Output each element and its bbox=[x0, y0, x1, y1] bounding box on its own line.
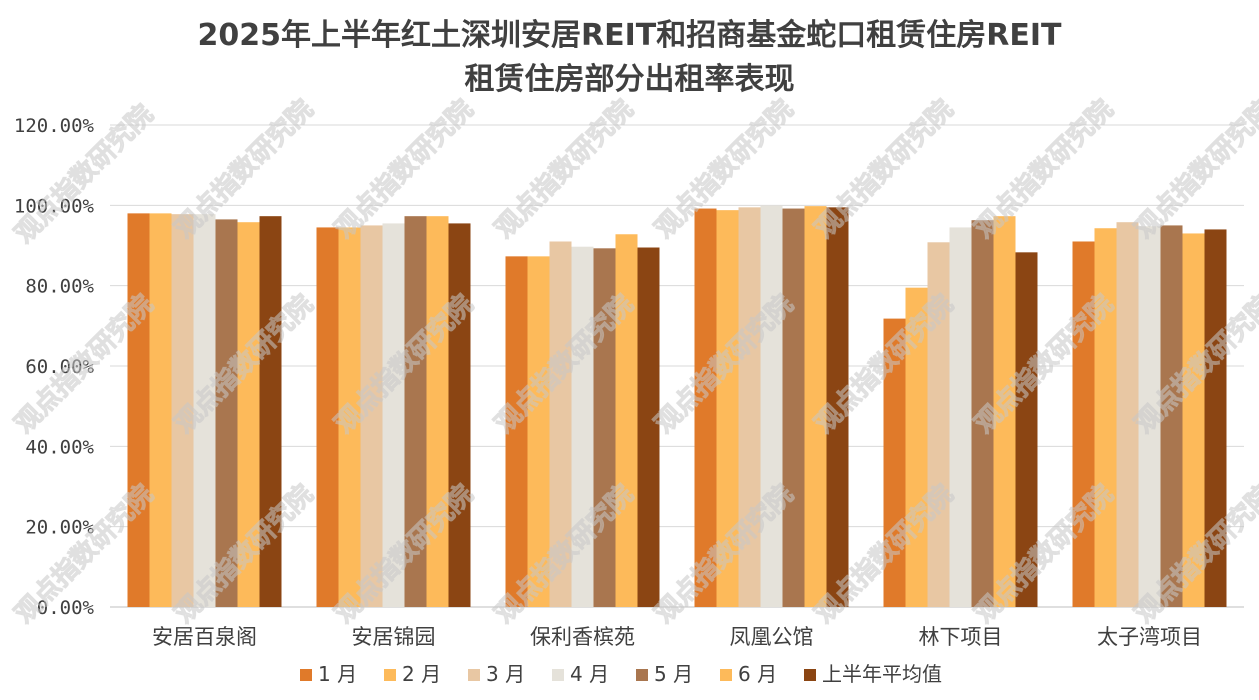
watermark-text: 观点指数研究院 bbox=[329, 94, 480, 245]
legend-label: 6 月 bbox=[738, 662, 777, 686]
y-tick-label: 0.00% bbox=[37, 597, 95, 619]
x-axis-categories: 安居百泉阁 安居锦园 保利香槟苑 凤凰公馆 林下项目 太子湾项目 bbox=[152, 625, 1202, 649]
bar bbox=[193, 214, 216, 608]
bar bbox=[149, 213, 172, 607]
legend-label: 上半年平均值 bbox=[822, 662, 942, 686]
bar bbox=[1160, 225, 1183, 607]
bar bbox=[505, 256, 528, 607]
bar bbox=[1182, 233, 1205, 607]
bar bbox=[171, 214, 194, 608]
bar bbox=[760, 205, 783, 608]
legend-label: 5 月 bbox=[654, 662, 693, 686]
bar bbox=[905, 287, 928, 607]
legend-swatch bbox=[636, 669, 648, 681]
watermark-text: 观点指数研究院 bbox=[489, 94, 640, 245]
bar bbox=[1072, 241, 1095, 607]
legend: 1 月 2 月 3 月 4 月 5 月 6 月 上半年平均值 bbox=[300, 662, 942, 686]
bar bbox=[637, 247, 660, 607]
gridlines bbox=[110, 124, 1244, 608]
legend-swatch bbox=[384, 669, 396, 681]
x-category-label: 林下项目 bbox=[919, 625, 1003, 649]
bar bbox=[1138, 226, 1161, 607]
bar bbox=[615, 234, 638, 607]
bar bbox=[527, 256, 550, 607]
bar bbox=[971, 220, 994, 607]
bar bbox=[694, 208, 717, 607]
bar bbox=[382, 223, 405, 608]
legend-swatch bbox=[804, 669, 816, 681]
y-tick-label: 120.00% bbox=[14, 115, 95, 137]
bar bbox=[404, 216, 427, 607]
bar bbox=[804, 206, 827, 608]
x-category-label: 安居百泉阁 bbox=[152, 625, 257, 649]
bars bbox=[127, 205, 1227, 608]
bar bbox=[571, 246, 594, 607]
legend-swatch bbox=[468, 669, 480, 681]
watermark-text: 观点指数研究院 bbox=[969, 94, 1120, 245]
bar bbox=[259, 216, 282, 607]
bar bbox=[716, 210, 739, 608]
y-tick-label: 40.00% bbox=[25, 436, 94, 458]
bar bbox=[949, 227, 972, 608]
x-category-label: 凤凰公馆 bbox=[730, 625, 814, 649]
y-axis-ticks: 0.00% 20.00% 40.00% 60.00% 80.00% 100.00% 120.… bbox=[14, 115, 95, 619]
bar bbox=[338, 227, 361, 608]
bar bbox=[1116, 222, 1139, 607]
chart-title-line2: 租赁住房部分出租率表现 bbox=[464, 62, 795, 97]
legend-swatch bbox=[300, 669, 312, 681]
bar bbox=[316, 227, 339, 608]
x-category-label: 安居锦园 bbox=[352, 625, 436, 649]
watermark-text: 观点指数研究院 bbox=[809, 94, 960, 245]
bar bbox=[738, 207, 761, 607]
legend-label: 1 月 bbox=[318, 662, 357, 686]
bar bbox=[215, 219, 238, 607]
bar bbox=[360, 225, 383, 607]
watermark-text: 观点指数研究院 bbox=[169, 94, 320, 245]
x-category-label: 太子湾项目 bbox=[1097, 625, 1202, 649]
legend-label: 4 月 bbox=[570, 662, 609, 686]
bar bbox=[927, 242, 950, 607]
y-tick-label: 80.00% bbox=[25, 276, 94, 298]
bar bbox=[549, 241, 572, 607]
y-tick-label: 20.00% bbox=[25, 517, 94, 539]
bar bbox=[1094, 228, 1117, 607]
watermark-text: 观点指数研究院 bbox=[1129, 94, 1259, 245]
bar bbox=[127, 213, 150, 607]
bar bbox=[1204, 229, 1227, 607]
bar bbox=[593, 248, 616, 608]
bar bbox=[782, 208, 805, 607]
bar bbox=[1015, 252, 1038, 607]
chart-title-line1: 2025年上半年红土深圳安居REIT和招商基金蛇口租赁住房REIT bbox=[197, 18, 1062, 53]
bar bbox=[883, 318, 906, 607]
bar bbox=[993, 216, 1016, 607]
x-category-label: 保利香槟苑 bbox=[530, 625, 635, 649]
bar bbox=[237, 222, 260, 607]
legend-label: 3 月 bbox=[486, 662, 525, 686]
y-tick-label: 60.00% bbox=[25, 356, 94, 378]
bar bbox=[426, 216, 449, 607]
bar bbox=[448, 223, 471, 608]
legend-swatch bbox=[552, 669, 564, 681]
legend-label: 2 月 bbox=[402, 662, 441, 686]
y-tick-label: 100.00% bbox=[14, 195, 95, 217]
chart-title: 2025年上半年红土深圳安居REIT和招商基金蛇口租赁住房REIT 租赁住房部分… bbox=[0, 14, 1259, 102]
legend-swatch bbox=[720, 669, 732, 681]
bar bbox=[826, 207, 849, 607]
